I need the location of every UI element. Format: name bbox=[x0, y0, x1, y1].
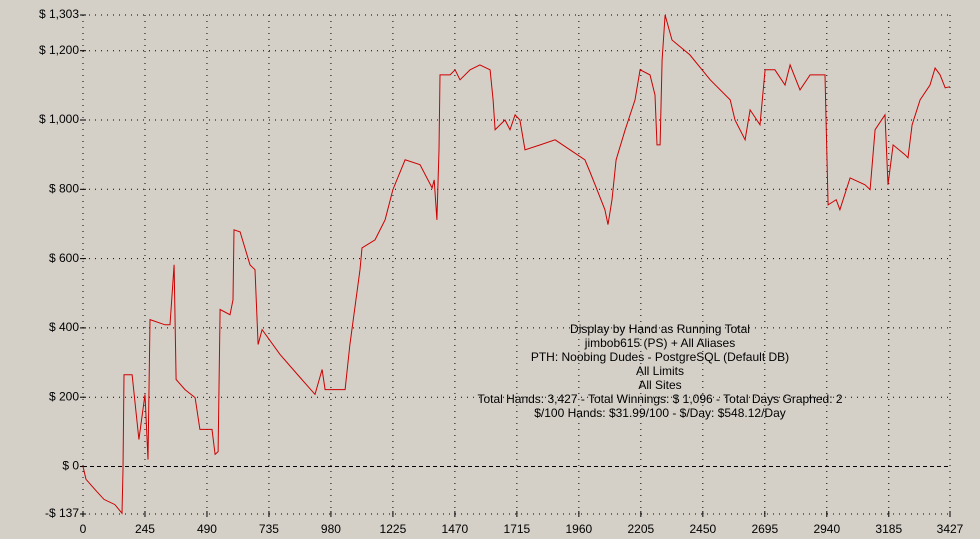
x-tick-label: 2940 bbox=[813, 522, 840, 536]
x-tick-label: 1470 bbox=[442, 522, 469, 536]
y-tick-label: $ 400 bbox=[49, 320, 79, 334]
y-tick-label: $ 0 bbox=[62, 459, 79, 473]
x-tick-label: 1225 bbox=[380, 522, 407, 536]
y-tick-label: $ 1,000 bbox=[39, 112, 79, 126]
annotation: All Limits bbox=[636, 364, 684, 378]
x-tick-label: 1715 bbox=[504, 522, 531, 536]
x-tick-label: 2695 bbox=[751, 522, 778, 536]
y-tick-label: $ 200 bbox=[49, 389, 79, 403]
x-tick-label: 1960 bbox=[566, 522, 593, 536]
x-tick-label: 980 bbox=[321, 522, 341, 536]
x-tick-label: 245 bbox=[135, 522, 155, 536]
y-tick-label: $ 800 bbox=[49, 181, 79, 195]
x-tick-label: 3427 bbox=[937, 522, 964, 536]
annotation: All Sites bbox=[638, 378, 681, 392]
x-tick-label: 490 bbox=[197, 522, 217, 536]
data-line bbox=[82, 14, 951, 515]
annotation: jimbob615 (PS) + All Aliases bbox=[584, 336, 735, 350]
annotation: $/100 Hands: $31.99/100 - $/Day: $548.12… bbox=[534, 406, 786, 420]
x-tick-label: 2450 bbox=[689, 522, 716, 536]
annotation: Display by Hand as Running Total bbox=[570, 322, 750, 336]
y-tick-label: $ 1,200 bbox=[39, 43, 79, 57]
y-tick-label: $ 600 bbox=[49, 251, 79, 265]
x-tick-label: 2205 bbox=[627, 522, 654, 536]
y-tick-label: -$ 137 bbox=[45, 506, 79, 520]
annotation: Total Hands: 3,427 - Total Winnings: $ 1… bbox=[477, 392, 842, 406]
x-tick-label: 3185 bbox=[875, 522, 902, 536]
annotation: PTH: Noobing Dudes - PostgreSQL (Default… bbox=[531, 350, 789, 364]
x-tick-label: 0 bbox=[80, 522, 87, 536]
x-tick-label: 735 bbox=[259, 522, 279, 536]
y-tick-label: $ 1,303 bbox=[39, 7, 79, 21]
